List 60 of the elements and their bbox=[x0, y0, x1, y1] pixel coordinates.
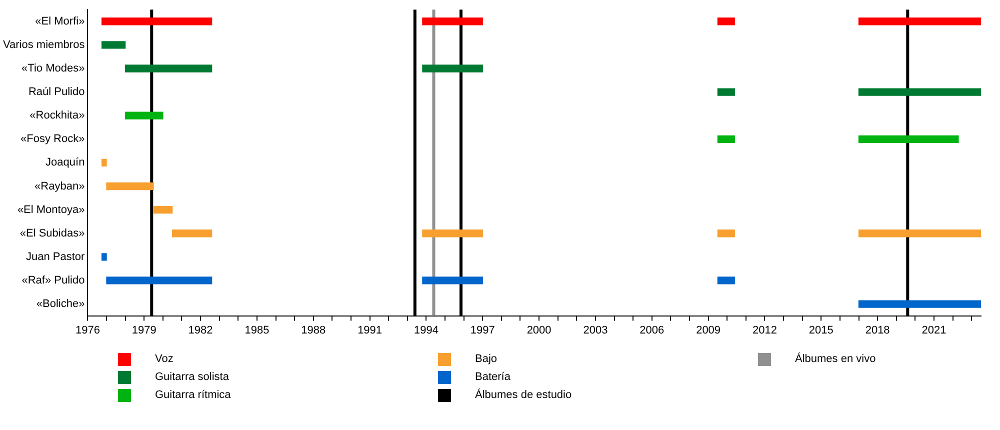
bar bbox=[172, 230, 212, 238]
bar bbox=[858, 230, 981, 238]
legend-label: Bajo bbox=[475, 353, 498, 365]
bar bbox=[101, 18, 212, 26]
y-tick-label: «Rockhita» bbox=[30, 110, 85, 122]
x-tick-label: 1979 bbox=[132, 324, 156, 336]
x-tick-label: 1985 bbox=[244, 324, 270, 336]
bar bbox=[858, 135, 959, 143]
legend-label: Álbumes de estudio bbox=[475, 389, 572, 401]
bar bbox=[101, 158, 107, 167]
bar bbox=[153, 206, 173, 214]
x-tick-label: 2009 bbox=[696, 324, 721, 336]
legend-label: Guitarra solista bbox=[155, 371, 229, 383]
bar bbox=[422, 18, 483, 26]
bar bbox=[124, 64, 212, 72]
bar bbox=[858, 18, 981, 26]
bar bbox=[101, 41, 126, 49]
x-tick-label: 2000 bbox=[526, 324, 552, 336]
bar bbox=[717, 230, 735, 238]
y-tick-label: «El Montoya» bbox=[17, 204, 85, 216]
y-tick-label: «El Morfi» bbox=[35, 15, 85, 28]
bar bbox=[858, 88, 981, 96]
legend-label: Guitarra rítmica bbox=[155, 389, 231, 401]
y-tick-label: Joaquín bbox=[46, 156, 85, 169]
bar bbox=[106, 182, 154, 190]
y-tick-label: «El Subidas» bbox=[20, 227, 85, 240]
bar bbox=[717, 88, 735, 96]
legend-label: Batería bbox=[475, 371, 510, 383]
bar bbox=[422, 276, 483, 284]
y-tick-label: Juan Pastor bbox=[26, 250, 86, 263]
x-tick-label: 2015 bbox=[808, 324, 834, 336]
y-tick-label: Raúl Pulido bbox=[28, 86, 85, 98]
x-tick-label: 1994 bbox=[414, 324, 438, 336]
y-tick-label: «Fosy Rock» bbox=[20, 133, 85, 146]
x-tick-label: 2018 bbox=[865, 324, 890, 336]
x-tick-label: 2021 bbox=[922, 324, 946, 336]
bar bbox=[422, 230, 483, 238]
y-tick-label: Varios miembros bbox=[2, 38, 86, 51]
y-tick-label: «Tio Modes» bbox=[22, 62, 85, 75]
bar bbox=[124, 112, 164, 120]
legend-label: Álbumes en vivo bbox=[795, 353, 876, 365]
x-tick-label: 1988 bbox=[301, 324, 326, 336]
x-tick-label: 2012 bbox=[752, 324, 777, 336]
y-tick-label: «Raf» Pulido bbox=[22, 274, 85, 286]
y-tick-label: «Rayban» bbox=[34, 180, 85, 192]
bar bbox=[101, 253, 107, 261]
bar bbox=[106, 276, 212, 284]
x-tick-label: 1982 bbox=[188, 324, 213, 336]
legend-label: Voz bbox=[155, 353, 174, 365]
bar bbox=[717, 276, 735, 284]
bar bbox=[717, 135, 735, 143]
x-tick-label: 1997 bbox=[470, 324, 495, 336]
bar bbox=[422, 64, 483, 72]
bar bbox=[858, 300, 981, 308]
x-tick-label: 2006 bbox=[640, 324, 664, 336]
y-tick-label: «Boliche» bbox=[36, 298, 85, 310]
x-tick-label: 2003 bbox=[583, 324, 608, 336]
bar bbox=[717, 18, 735, 26]
x-tick-label: 1976 bbox=[75, 324, 100, 336]
x-tick-label: 1991 bbox=[358, 324, 382, 336]
